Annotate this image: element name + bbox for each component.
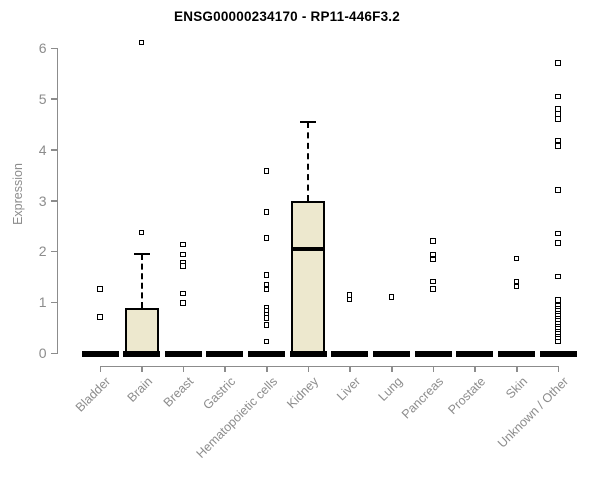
outlier-point [263,272,270,278]
outlier-point [555,106,561,112]
zero-bar [456,351,494,357]
y-tick-label: 1 [38,294,47,311]
outlier-point [180,263,186,269]
zero-bar [289,351,327,357]
upper-whisker [307,121,310,201]
x-axis-tick [182,365,185,372]
outlier-point [430,286,436,292]
zero-bar [498,351,536,357]
outlier-point [346,296,353,303]
x-axis-tick [141,365,143,372]
y-tick-label: 4 [38,141,47,158]
whisker-cap [300,120,317,124]
outlier-point [513,255,520,262]
zero-bar [248,351,286,357]
y-axis-tick [50,149,57,151]
outlier-point [180,241,186,248]
outlier-point [180,251,186,258]
y-axis-tick [50,352,57,354]
outlier-point [263,168,270,174]
x-axis-tick [99,365,101,372]
chart-title: ENSG00000234170 - RP11-446F3.2 [174,9,400,24]
outlier-point [263,281,270,288]
x-axis-tick [474,365,476,372]
outlier-point [263,315,270,321]
zero-bar [414,351,452,357]
y-tick-label: 0 [38,345,47,361]
zero-bar [539,351,577,357]
outlier-point [555,338,561,345]
outlier-point [555,111,561,117]
outlier-point [180,290,186,297]
outlier-point [430,251,436,258]
outlier-point [555,116,561,122]
box [124,308,159,353]
x-axis-tick [224,365,226,372]
y-tick-label: 6 [38,40,47,57]
upper-whisker [140,253,143,309]
outlier-point [263,322,270,328]
outlier-point [138,229,145,236]
outlier-point [555,230,561,237]
outlier-point [555,143,561,149]
box [291,200,326,353]
outlier-point [388,294,395,300]
zero-bar [123,351,161,357]
x-axis-tick [391,365,393,372]
outlier-point [97,314,103,320]
outlier-point [263,338,270,345]
y-axis-line [56,48,58,354]
outlier-point [97,286,103,292]
x-axis-line [100,365,560,367]
outlier-point [555,240,561,246]
outlier-point [555,187,561,193]
zero-bar [331,351,369,357]
outlier-point [430,278,436,285]
y-axis-tick [50,301,57,304]
y-axis-tick [50,47,57,50]
outlier-point [430,256,436,263]
x-axis-tick [307,365,310,372]
y-axis-tick [50,250,57,253]
outlier-point [555,297,561,303]
zero-bar [373,351,411,357]
y-axis-tick [50,98,57,100]
outlier-point [513,283,520,290]
x-axis-tick [516,365,518,372]
x-axis-tick [349,365,351,372]
x-axis-tick [432,365,435,372]
outlier-point [555,93,561,100]
outlier-point [180,300,186,306]
outlier-point [555,60,561,66]
y-tick-label: 2 [38,243,47,260]
y-tick-label: 5 [38,90,47,107]
whisker-cap [133,252,150,256]
zero-bar [81,351,119,357]
y-tick-label: 3 [38,192,47,209]
zero-bar [164,351,202,357]
outlier-point [138,39,145,46]
x-axis-tick [266,365,268,372]
x-axis-tick [557,365,560,372]
outlier-point [513,278,520,285]
y-axis-tick [50,200,57,202]
median-line [291,246,326,251]
zero-bar [206,351,244,357]
outlier-point [263,286,270,293]
outlier-point [430,238,436,244]
outlier-point [555,137,561,144]
outlier-point [555,273,561,280]
outlier-point [263,209,270,215]
outlier-point [263,235,270,241]
